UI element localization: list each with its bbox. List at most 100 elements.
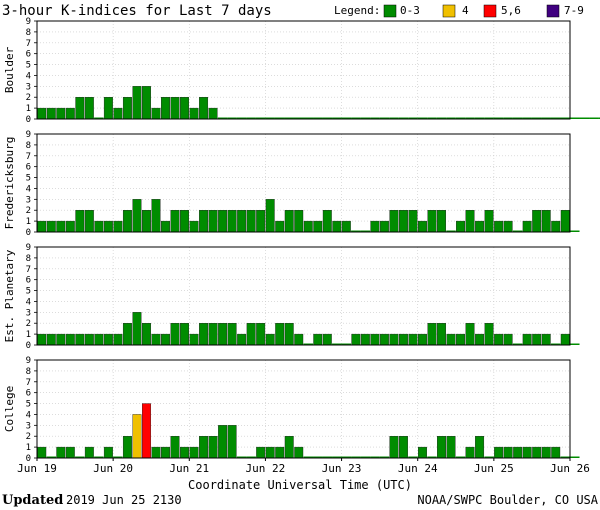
k-bar [370, 333, 380, 346]
k-bar [303, 456, 314, 458]
k-bar [132, 86, 142, 120]
k-bar [560, 333, 570, 346]
k-bar [531, 117, 542, 119]
y-tick-label: 9 [26, 17, 31, 27]
k-bar [227, 210, 237, 233]
k-bar [313, 456, 323, 458]
k-bar [103, 333, 113, 346]
k-bar [503, 333, 513, 346]
k-bar [370, 220, 380, 233]
k-bar [180, 97, 189, 120]
y-tick-label: 8 [26, 254, 31, 264]
updated-value: 2019 Jun 25 2130 [66, 493, 182, 507]
y-tick-label: 0 [26, 115, 31, 125]
k-bar [265, 117, 275, 119]
k-bar [208, 436, 218, 459]
y-tick-label: 6 [26, 276, 31, 286]
k-bar [265, 446, 275, 459]
k-bar [199, 436, 209, 459]
k-bar [227, 117, 237, 119]
k-bar [84, 446, 94, 459]
k-bar [46, 456, 57, 458]
k-bar [199, 97, 209, 120]
k-bar [294, 333, 304, 346]
k-bar [484, 456, 494, 458]
y-tick-label: 5 [26, 61, 31, 71]
source-credit: NOAA/SWPC Boulder, CO USA [417, 493, 598, 507]
chart-title: 3-hour K-indices for Last 7 days [2, 3, 272, 19]
y-tick-label: 0 [26, 228, 31, 238]
k-bar [351, 230, 361, 232]
k-bar [313, 333, 323, 346]
legend-swatch-4 [442, 4, 456, 18]
k-bar [84, 210, 94, 233]
k-bar [246, 323, 256, 346]
k-bar [141, 323, 151, 346]
k-bar [227, 323, 237, 346]
k-bar [237, 210, 247, 233]
k-bar [332, 220, 342, 233]
panels-group: 0123456789Boulder0123456789Fredericksbur… [3, 17, 600, 464]
k-bar [475, 220, 485, 233]
k-bar [170, 97, 180, 120]
k-bar [360, 333, 370, 346]
legend-entry-5-6: 5,6 [501, 4, 521, 17]
k-bar [341, 117, 352, 119]
panel-label: Fredericksburg [3, 137, 16, 230]
k-bar [503, 220, 513, 233]
k-bar [475, 333, 485, 346]
y-tick-label: 3 [26, 195, 31, 205]
k-bar [46, 107, 56, 120]
k-bar [351, 333, 361, 346]
k-bar [379, 117, 390, 119]
k-bar [598, 117, 600, 119]
x-axis-label: Coordinate Universal Time (UTC) [188, 478, 412, 492]
k-bar [360, 456, 371, 458]
y-tick-label: 9 [26, 130, 31, 140]
k-bar [551, 446, 561, 459]
x-tick-label: Jun 23 [322, 462, 362, 475]
k-bar [417, 117, 428, 119]
y-tick-label: 9 [26, 243, 31, 253]
k-bar [122, 97, 132, 120]
k-bar [284, 436, 294, 459]
k-bar [560, 117, 570, 119]
k-bar [236, 456, 247, 458]
k-bar [408, 333, 418, 346]
k-bar [122, 323, 132, 346]
k-bar [436, 117, 447, 119]
k-bar [398, 436, 408, 459]
k-bar [256, 323, 266, 346]
k-bar [351, 456, 361, 458]
k-bar [208, 210, 218, 233]
k-bar [332, 456, 342, 458]
k-bar [208, 323, 218, 346]
k-bar [408, 210, 418, 233]
k-bar [161, 220, 170, 233]
k-bar [218, 323, 228, 346]
k-bar [570, 117, 580, 119]
k-bar [398, 117, 409, 119]
k-bar [389, 436, 399, 459]
k-bar [579, 117, 590, 119]
k-bar [294, 210, 304, 233]
k-bar [541, 446, 551, 459]
y-tick-label: 2 [26, 93, 31, 103]
k-bar [122, 436, 132, 459]
k-bar [151, 199, 161, 233]
k-bar [284, 210, 294, 233]
y-tick-label: 1 [26, 330, 31, 340]
k-bar [151, 107, 161, 120]
panel-label: Est. Planetary [3, 249, 16, 342]
k-bar [446, 230, 456, 232]
y-tick-label: 3 [26, 308, 31, 318]
k-bar [56, 107, 66, 120]
panel-frame [36, 246, 571, 346]
y-tick-label: 9 [26, 356, 31, 366]
k-bar [141, 403, 151, 459]
k-bar [541, 210, 551, 233]
k-bar [132, 414, 142, 459]
k-bar [398, 210, 408, 233]
